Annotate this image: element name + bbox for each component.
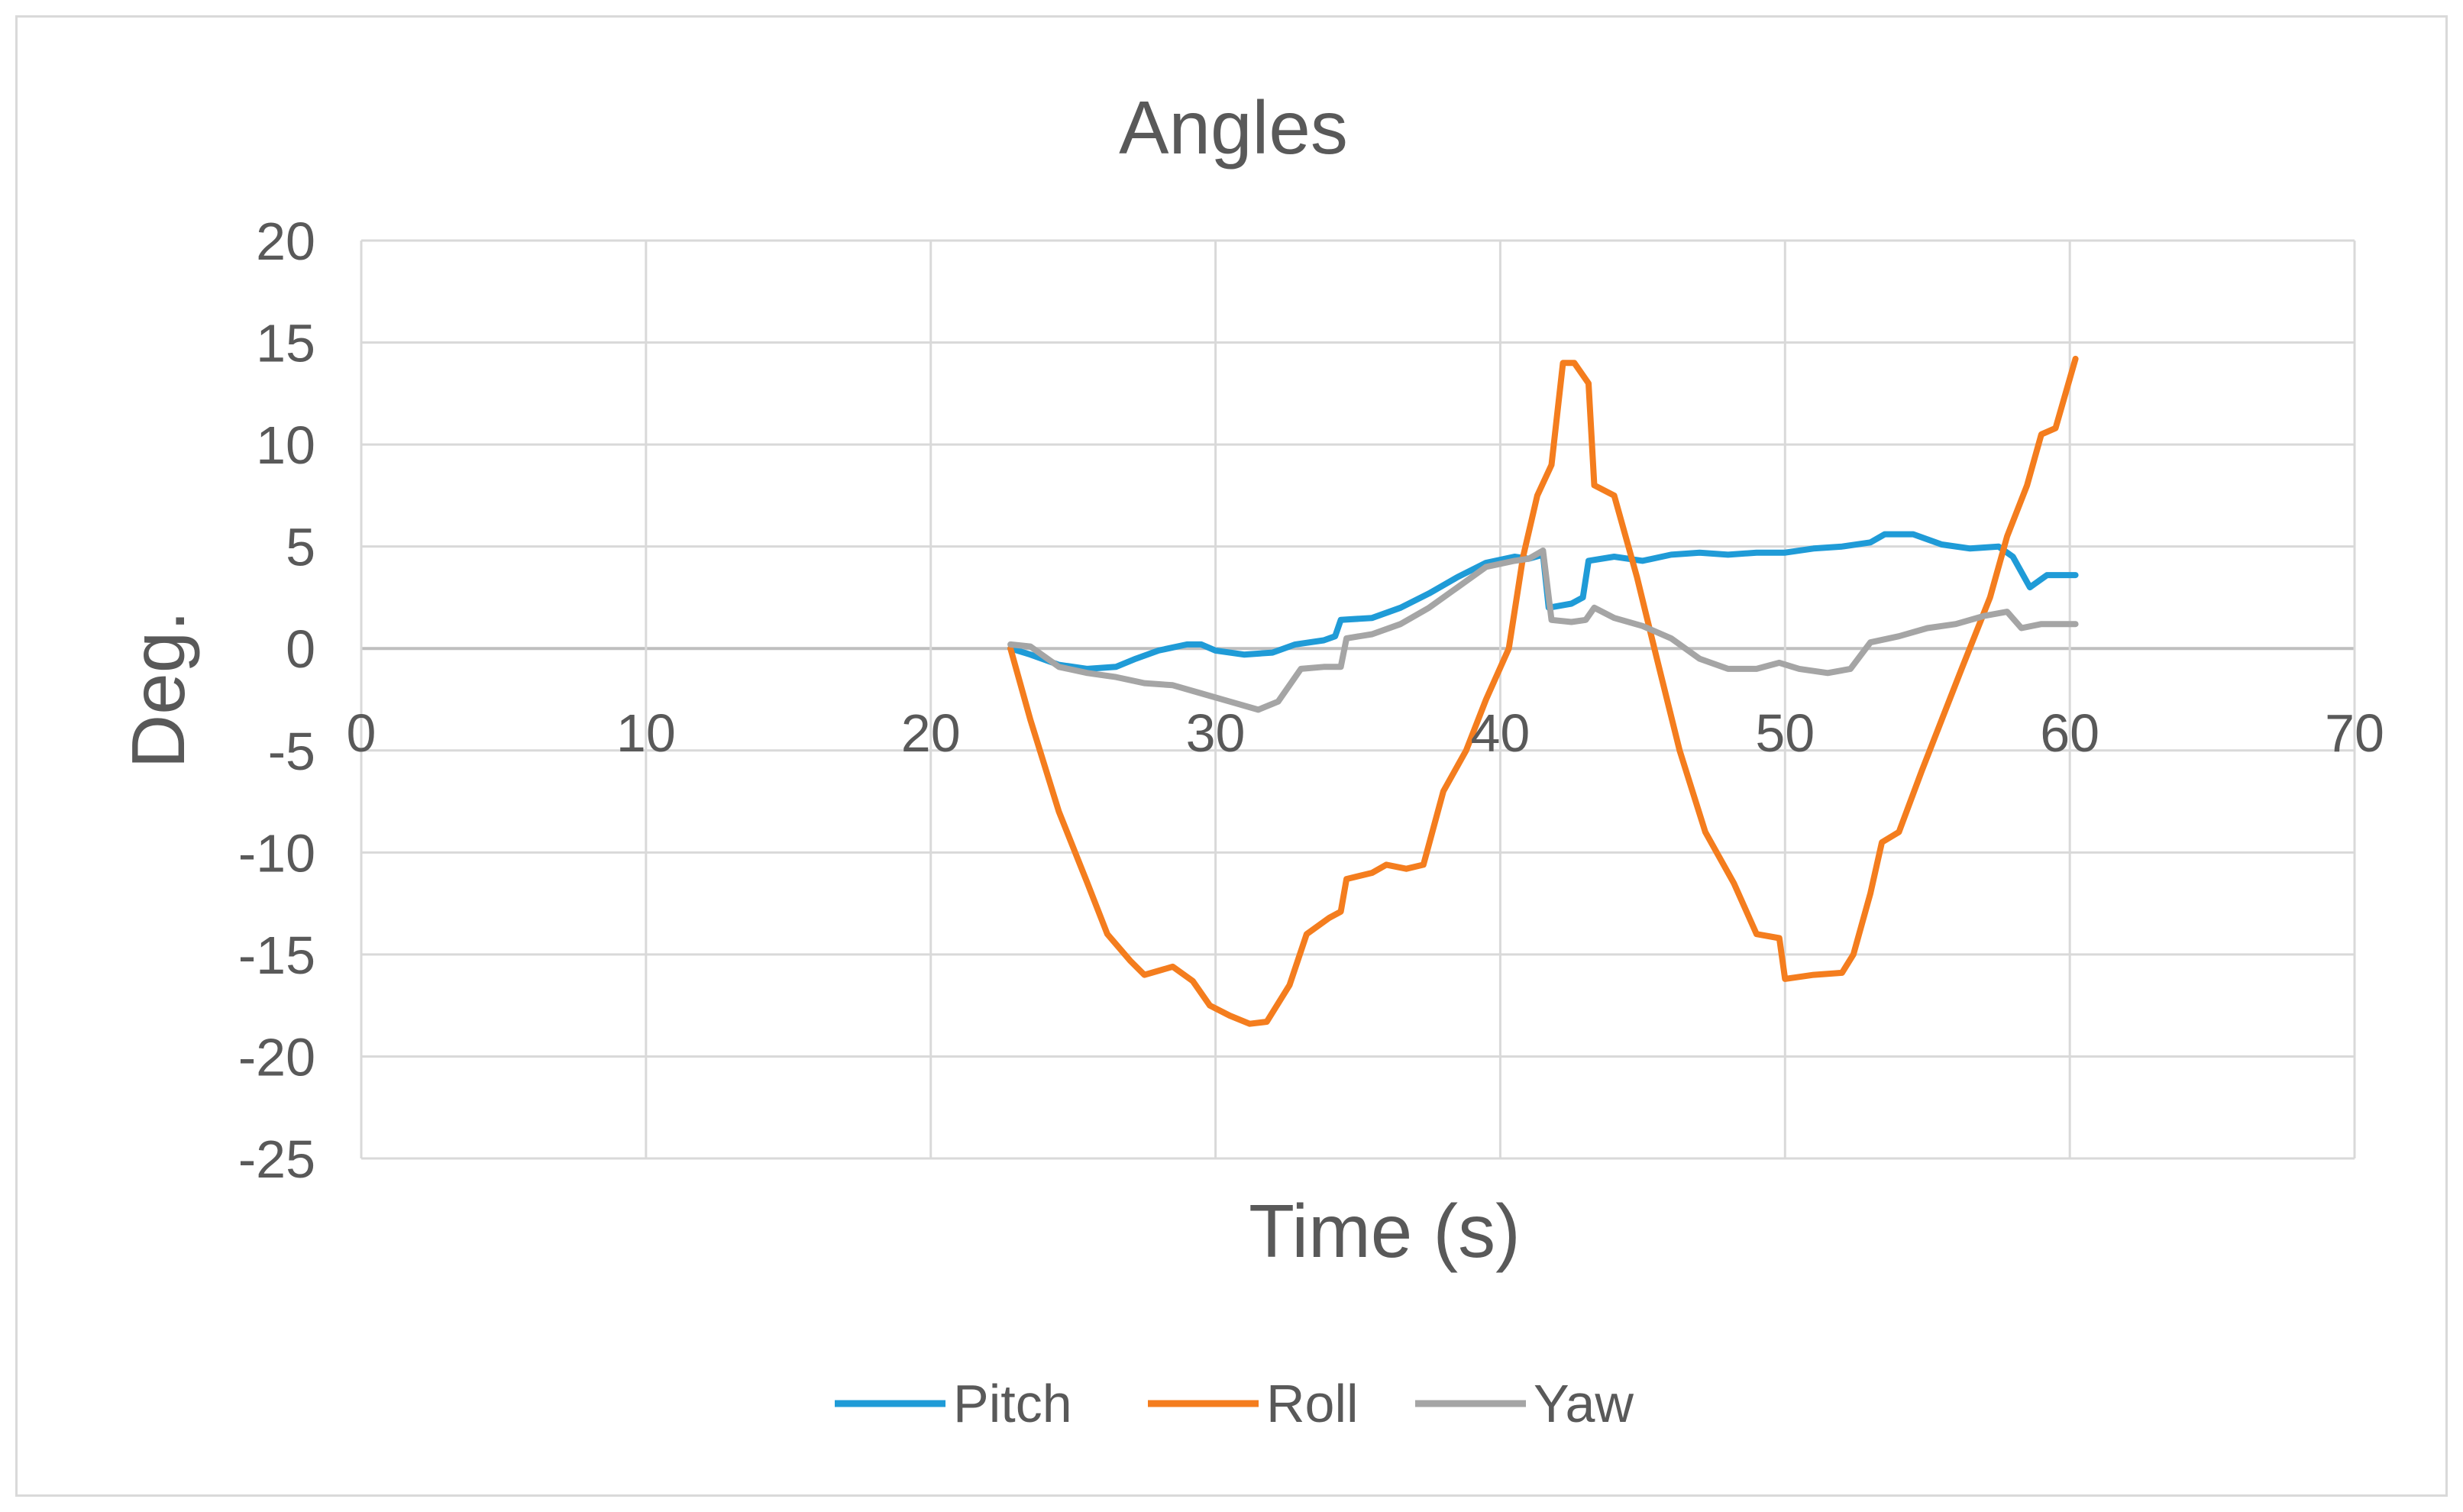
- series-lines: [1007, 355, 2079, 1027]
- y-tick-label: 15: [256, 314, 315, 373]
- chart-title: Angles: [1119, 86, 1348, 170]
- y-axis-ticks: 20 15 10 5 0 -5 -10 -15 -20 -25: [238, 212, 315, 1189]
- gridlines: [361, 239, 2355, 1160]
- legend-label-yaw: Yaw: [1534, 1374, 1634, 1433]
- legend-label-roll: Roll: [1266, 1374, 1359, 1433]
- x-axis-ticks: 0 10 20 30 40 50 60 70: [347, 703, 2384, 763]
- y-tick-label: 0: [286, 619, 315, 679]
- x-tick-label: 20: [901, 703, 961, 763]
- x-tick-label: 60: [2040, 703, 2099, 763]
- legend: Pitch Roll Yaw: [835, 1374, 1634, 1433]
- legend-label-pitch: Pitch: [953, 1374, 1072, 1433]
- y-tick-label: -15: [238, 926, 315, 985]
- y-axis-title: Deg.: [116, 610, 200, 768]
- x-tick-label: 50: [1755, 703, 1815, 763]
- series-line-yaw: [1007, 548, 2079, 713]
- series-line-roll: [1007, 355, 2079, 1027]
- x-tick-label: 70: [2325, 703, 2384, 763]
- y-tick-label: 5: [286, 518, 315, 577]
- x-tick-label: 40: [1470, 703, 1530, 763]
- y-tick-label: -25: [238, 1129, 315, 1189]
- y-tick-label: -10: [238, 823, 315, 883]
- x-tick-label: 0: [347, 703, 377, 763]
- x-tick-label: 30: [1186, 703, 1246, 763]
- y-tick-label: -20: [238, 1027, 315, 1087]
- vertical-gridlines: [360, 241, 2356, 1158]
- x-tick-label: 10: [616, 703, 676, 763]
- y-tick-label: 10: [256, 415, 315, 475]
- y-tick-label: 20: [256, 212, 315, 271]
- chart-frame: 20 15 10 5 0 -5 -10 -15 -20 -25 0 10 20 30 40 50 60 70 A…: [15, 15, 2448, 1497]
- x-axis-title: Time (s): [1249, 1189, 1521, 1273]
- y-tick-label: -5: [268, 722, 315, 781]
